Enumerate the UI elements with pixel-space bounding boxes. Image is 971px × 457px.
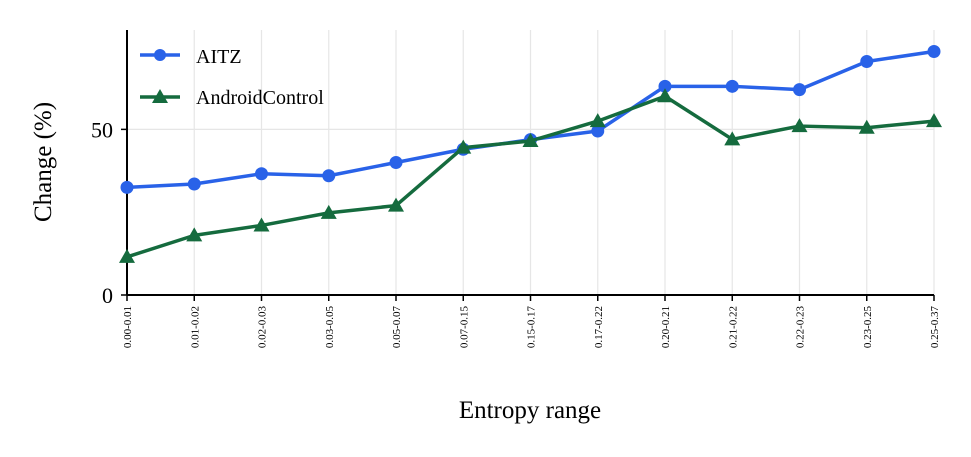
data-point-aitz [187, 177, 201, 191]
data-point-aitz [927, 45, 941, 59]
y-axis-label: Change (%) [30, 102, 57, 222]
data-point-androidcontrol [320, 204, 337, 219]
x-tick-label: 0.15-0.17 [526, 306, 538, 349]
series-group [119, 45, 942, 263]
data-point-androidcontrol [657, 88, 673, 103]
legend-label-androidcontrol: AndroidControl [196, 87, 324, 109]
data-point-androidcontrol [926, 113, 942, 128]
x-tick-label: 0.21-0.22 [727, 306, 739, 348]
data-point-aitz [725, 79, 739, 93]
x-tick-label: 0.25-0.37 [929, 306, 941, 349]
data-point-aitz [255, 167, 268, 181]
legend-marker-aitz [154, 49, 166, 61]
x-tick-label: 0.02-0.03 [257, 306, 269, 349]
x-axis-label: Entropy range [459, 397, 601, 424]
data-point-aitz [389, 156, 403, 169]
x-tick-label: 0.07-0.15 [458, 306, 470, 349]
data-point-androidcontrol [186, 227, 203, 242]
data-point-androidcontrol [522, 132, 539, 147]
y-tick-label: 0 [102, 283, 113, 308]
y-tick-label: 50 [91, 117, 113, 142]
x-ticks: 0.00-0.01 0.01-0.02 0.02-0.03 0.03-0.05 0.05… [122, 295, 941, 348]
data-point-aitz [793, 83, 806, 97]
data-point-androidcontrol [455, 139, 472, 154]
legend: AITZ AndroidControl [140, 46, 324, 109]
x-tick-label: 0.00-0.01 [122, 306, 134, 348]
data-point-aitz [591, 124, 605, 138]
data-point-androidcontrol [589, 113, 606, 128]
x-tick-label: 0.22-0.23 [795, 306, 807, 349]
legend-marker-androidcontrol [152, 89, 168, 103]
legend-label-aitz: AITZ [196, 46, 242, 68]
x-tick-label: 0.03-0.05 [324, 306, 336, 349]
data-point-androidcontrol [858, 119, 875, 134]
data-point-androidcontrol [724, 131, 741, 146]
x-tick-label: 0.05-0.07 [391, 306, 403, 349]
data-point-aitz [658, 79, 672, 93]
x-tick-label: 0.01-0.02 [189, 306, 201, 348]
x-tick-label: 0.20-0.21 [660, 306, 672, 348]
data-point-androidcontrol [253, 217, 270, 232]
x-tick-label: 0.17-0.22 [593, 306, 605, 348]
data-point-aitz [120, 180, 134, 194]
data-point-aitz [322, 169, 336, 183]
data-point-androidcontrol [791, 118, 808, 133]
grid-lines [126, 30, 935, 296]
data-point-androidcontrol [388, 197, 404, 212]
data-point-aitz [860, 54, 874, 68]
x-tick-label: 0.23-0.25 [862, 306, 874, 349]
y-ticks: 0 50 [91, 117, 127, 308]
data-point-androidcontrol [119, 248, 135, 263]
